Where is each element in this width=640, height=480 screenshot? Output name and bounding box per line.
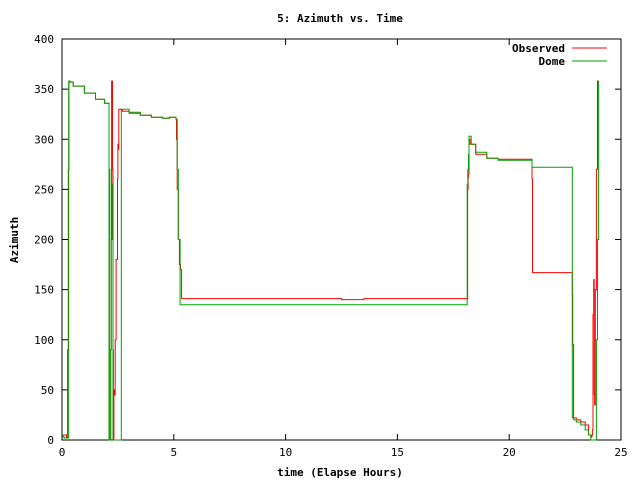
plot-frame xyxy=(61,38,622,441)
legend-label-observed: Observed xyxy=(512,42,565,55)
chart-title: 5: Azimuth vs. Time xyxy=(277,12,403,25)
y-axis: 0 50 100 150 200 250 300 350 400 xyxy=(34,33,621,447)
y-tick-label: 150 xyxy=(34,284,54,297)
x-tick-label: 0 xyxy=(59,446,66,459)
series-group xyxy=(62,80,600,441)
y-tick-label: 250 xyxy=(34,183,54,196)
y-tick-label: 100 xyxy=(34,334,54,347)
y-axis-label: Azimuth xyxy=(8,217,21,263)
legend-label-dome: Dome xyxy=(539,55,566,68)
x-tick-label: 25 xyxy=(614,446,627,459)
x-tick-label: 10 xyxy=(279,446,292,459)
y-tick-label: 300 xyxy=(34,133,54,146)
x-tick-label: 5 xyxy=(170,446,177,459)
y-tick-label: 350 xyxy=(34,83,54,96)
x-axis-label: time (Elapse Hours) xyxy=(277,466,403,479)
y-tick-label: 0 xyxy=(47,434,54,447)
y-tick-label: 50 xyxy=(41,384,54,397)
series-line-dome xyxy=(62,80,600,441)
y-tick-label: 400 xyxy=(34,33,54,46)
x-axis: 0 5 10 15 20 25 xyxy=(59,39,628,459)
x-tick-label: 20 xyxy=(503,446,516,459)
y-tick-label: 200 xyxy=(34,234,54,247)
plot-area xyxy=(61,38,622,441)
x-tick-label: 15 xyxy=(391,446,404,459)
series-line-observed xyxy=(62,80,600,441)
